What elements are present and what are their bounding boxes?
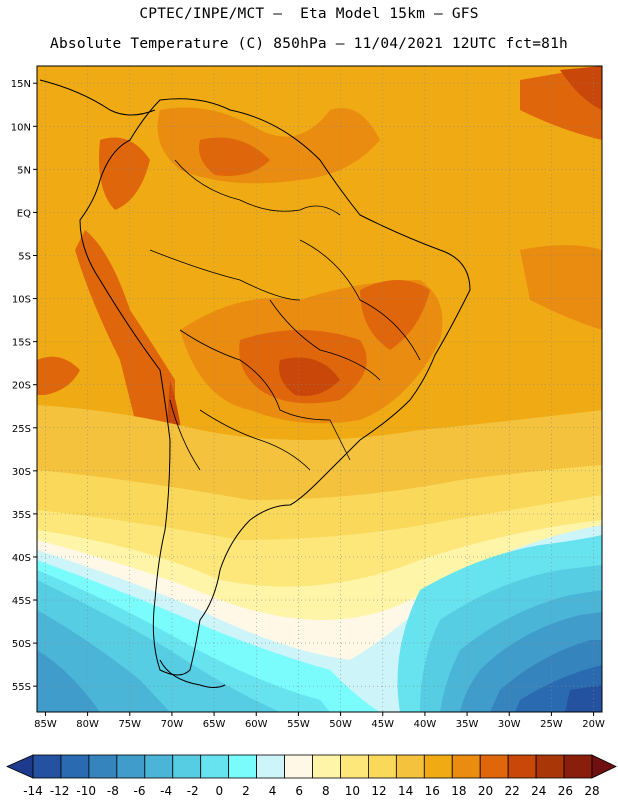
- colorbar-swatch: [256, 754, 285, 779]
- colorbar-label: -8: [107, 784, 119, 798]
- lon-tick-label: 60W: [245, 719, 268, 730]
- lon-tick-label: 30W: [498, 719, 521, 730]
- lat-tick-label: 5N: [17, 165, 31, 176]
- country-borders: [149, 159, 421, 471]
- latitude-ticks: 15N 10N 5N EQ 5S 10S 15S 20S 25S 30S 35S 40S 45S 50S 5…: [11, 79, 37, 693]
- colorbar-swatch: [116, 754, 146, 779]
- colorbar-swatch: [340, 754, 369, 779]
- colorbar-swatch: [88, 754, 118, 779]
- lon-tick-label: 65W: [203, 719, 226, 730]
- lon-tick-label: 45W: [371, 719, 394, 730]
- colorbar-label: 18: [451, 784, 466, 798]
- lat-tick-label: 5S: [18, 251, 31, 262]
- colorbar-label: 22: [505, 784, 520, 798]
- lon-tick-label: 85W: [34, 719, 57, 730]
- lat-tick-label: 35S: [12, 510, 31, 521]
- coastline: [39, 79, 471, 688]
- colorbar-label: 24: [531, 784, 546, 798]
- lon-tick-label: 50W: [329, 719, 352, 730]
- colorbar-label: 2: [242, 784, 250, 798]
- lon-tick-label: 70W: [161, 719, 184, 730]
- colorbar-label: 6: [295, 784, 303, 798]
- colorbar-label: 16: [425, 784, 440, 798]
- lat-tick-label: 50S: [12, 639, 31, 650]
- colorbar-swatch: [60, 754, 90, 779]
- colorbar-label: -6: [133, 784, 145, 798]
- header-line-2: Absolute Temperature (C) 850hPa – 11/04/…: [50, 36, 568, 52]
- lat-tick-label: 20S: [12, 381, 31, 392]
- colorbar-swatch: [395, 754, 425, 779]
- colorbar-swatch: [228, 754, 257, 779]
- lon-tick-label: 55W: [287, 719, 310, 730]
- colorbar-label: 4: [269, 784, 277, 798]
- longitude-ticks: 85W 80W 75W 70W 65W 60W 55W 50W 45W 40W 35W 30W 25W 2…: [34, 712, 605, 730]
- colorbar-swatch: [172, 754, 202, 779]
- colorbar-swatch: [507, 754, 537, 779]
- colorbar-label: -12: [50, 784, 70, 798]
- lat-tick-label: 15S: [12, 338, 31, 349]
- lon-tick-label: 40W: [414, 719, 437, 730]
- colorbar-label: 0: [216, 784, 224, 798]
- colorbar-label: -4: [160, 784, 172, 798]
- lon-tick-label: 25W: [540, 719, 563, 730]
- colorbar-label: 28: [584, 784, 599, 798]
- colorbar-swatch: [144, 754, 174, 779]
- lat-tick-label: 10S: [12, 295, 31, 306]
- colorbar-swatch: [479, 754, 509, 779]
- colorbar-label: 20: [478, 784, 493, 798]
- colorbar-label: -10: [76, 784, 96, 798]
- colorbar-label: 10: [345, 784, 360, 798]
- colorbar-swatch: [367, 754, 397, 779]
- colorbar: -14 -12 -10 -8 -6 -4 -2 0 2 4 6 8 10 12 14 16 18 20 22 24 26…: [6, 754, 617, 798]
- lat-tick-label: 55S: [12, 682, 31, 693]
- colorbar-swatch: [200, 754, 230, 779]
- colorbar-swatch: [451, 754, 481, 779]
- lat-tick-label: 30S: [12, 467, 31, 478]
- lat-tick-label: 15N: [11, 79, 31, 90]
- lon-tick-label: 20W: [582, 719, 605, 730]
- colorbar-label: 12: [371, 784, 386, 798]
- colorbar-swatch: [312, 754, 341, 779]
- lon-tick-label: 35W: [456, 719, 479, 730]
- colorbar-swatch: [423, 754, 453, 779]
- colorbar-swatch: [535, 754, 565, 779]
- colorbar-label: 26: [558, 784, 573, 798]
- colorbar-label: -14: [23, 784, 43, 798]
- colorbar-label: 14: [398, 784, 413, 798]
- lat-tick-label: 40S: [12, 553, 31, 564]
- colorbar-swatch: [563, 754, 593, 779]
- lat-tick-label: 45S: [12, 596, 31, 607]
- lon-tick-label: 75W: [118, 719, 141, 730]
- map-frame: [36, 65, 603, 713]
- colorbar-label: -2: [187, 784, 199, 798]
- lat-tick-label: 25S: [12, 424, 31, 435]
- temperature-field: [37, 66, 602, 712]
- colorbar-label: 8: [322, 784, 330, 798]
- lat-tick-label: EQ: [17, 208, 31, 219]
- colorbar-swatch: [284, 754, 313, 779]
- header-line-1: CPTEC/INPE/MCT – Eta Model 15km – GFS: [139, 6, 479, 22]
- colorbar-arrow-low: [6, 754, 34, 779]
- colorbar-arrow-high: [591, 754, 617, 779]
- colorbar-swatch: [32, 754, 62, 779]
- lon-tick-label: 80W: [76, 719, 99, 730]
- lat-tick-label: 10N: [11, 122, 31, 133]
